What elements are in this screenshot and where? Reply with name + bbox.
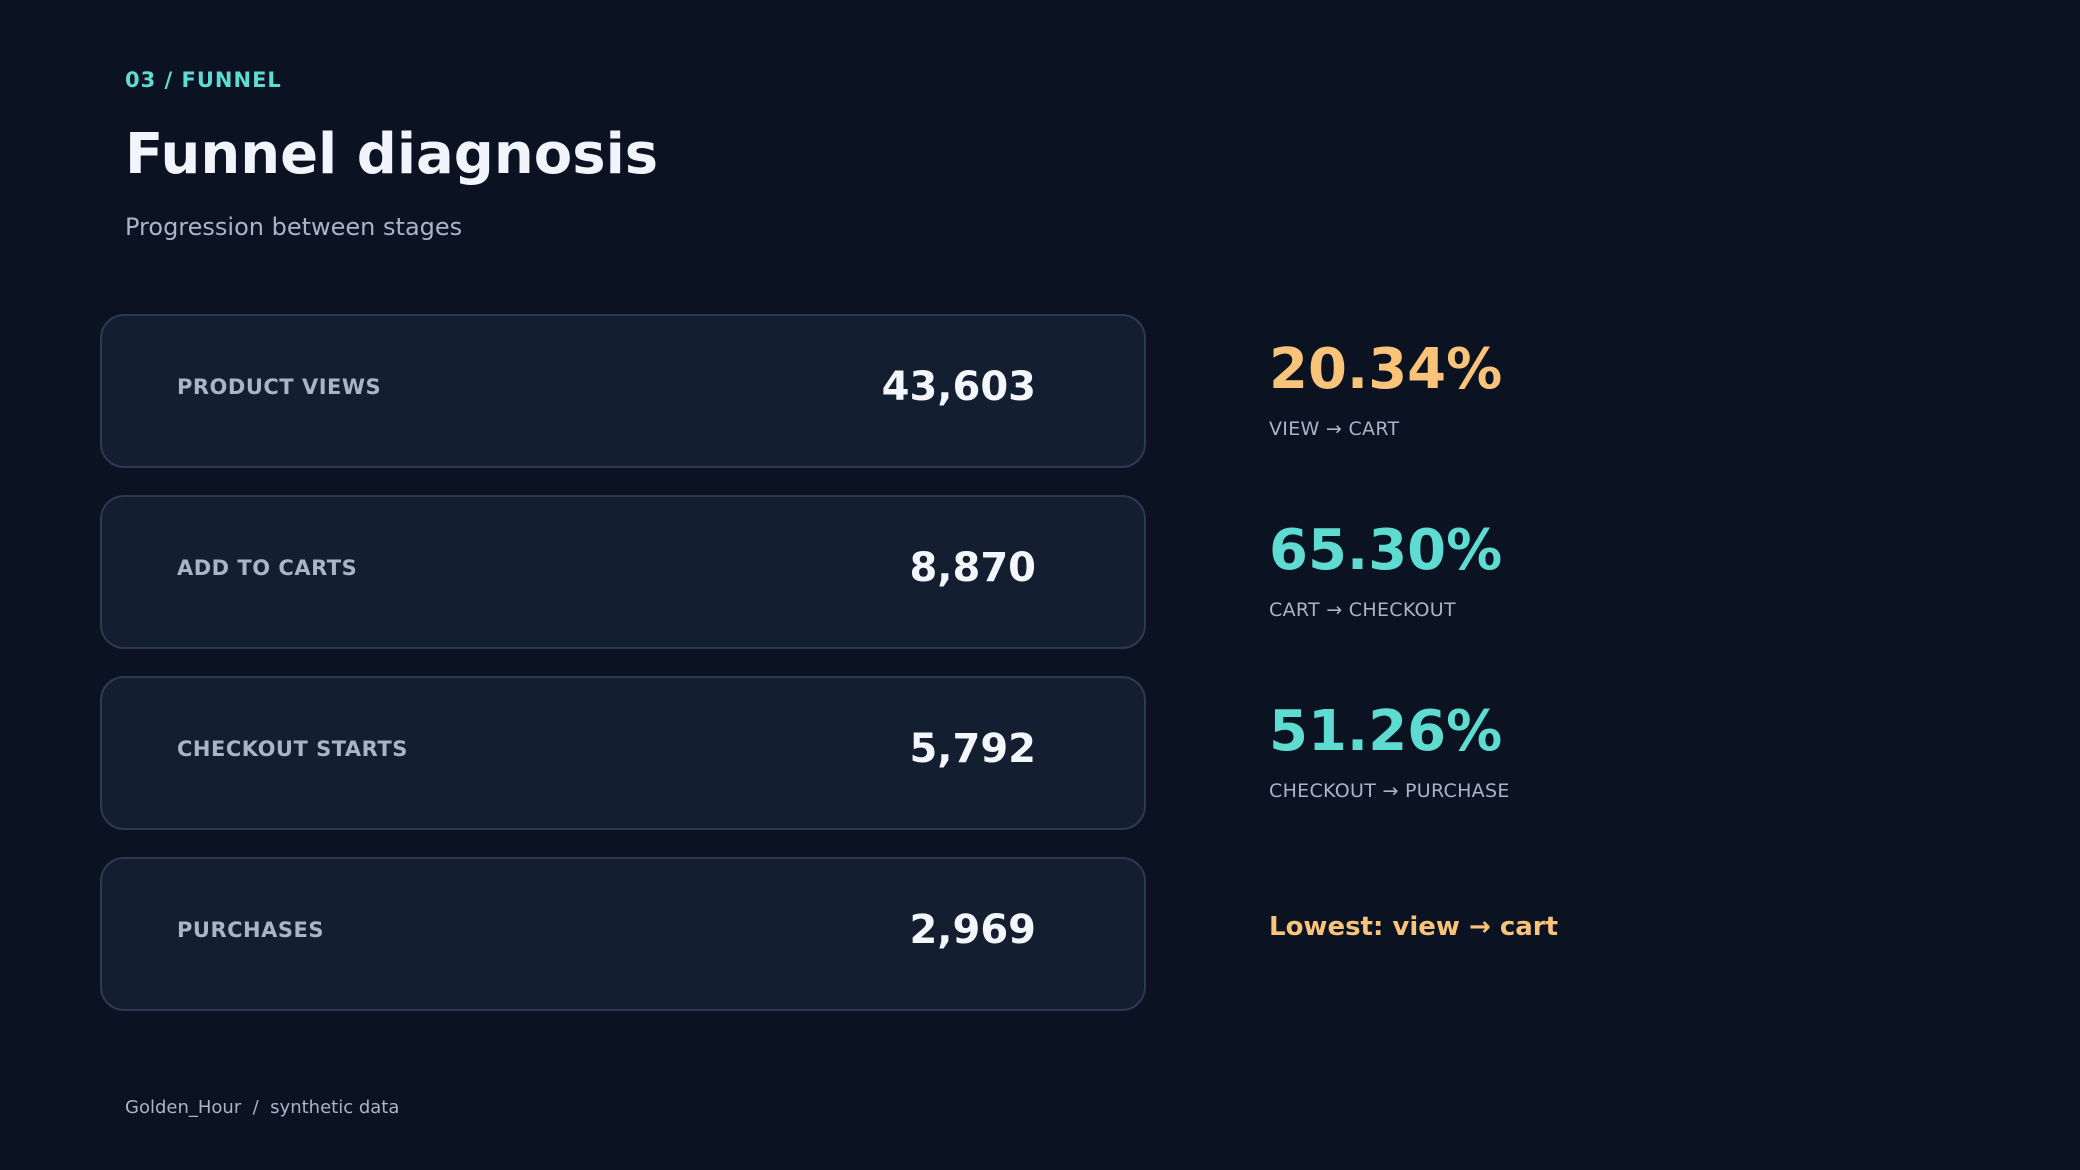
stage-value: 2,969 bbox=[909, 907, 1036, 953]
conversion-label: CART → CHECKOUT bbox=[1269, 599, 1456, 621]
conversion-metric-view-cart: 20.34% VIEW → CART bbox=[1269, 337, 1502, 441]
stage-value: 5,792 bbox=[909, 726, 1036, 772]
conversion-metric-cart-checkout: 65.30% CART → CHECKOUT bbox=[1269, 518, 1502, 622]
eyebrow-label: 03 / FUNNEL bbox=[125, 68, 282, 92]
conversion-rate: 51.26% bbox=[1269, 699, 1503, 764]
stage-card-product-views: PRODUCT VIEWS 43,603 bbox=[100, 314, 1146, 468]
stage-card-add-to-carts: ADD TO CARTS 8,870 bbox=[100, 495, 1146, 649]
stage-value: 43,603 bbox=[881, 364, 1036, 410]
conversion-metric-checkout-purchase: 51.26% CHECKOUT → PURCHASE bbox=[1269, 699, 1510, 803]
stage-value: 8,870 bbox=[909, 545, 1036, 591]
conversion-label: VIEW → CART bbox=[1269, 418, 1400, 440]
conversion-label: CHECKOUT → PURCHASE bbox=[1269, 780, 1510, 802]
stage-card-checkout-starts: CHECKOUT STARTS 5,792 bbox=[100, 676, 1146, 830]
stage-label: ADD TO CARTS bbox=[177, 556, 358, 580]
footer-credit: Golden_Hour / synthetic data bbox=[125, 1097, 400, 1118]
stage-card-purchases: PURCHASES 2,969 bbox=[100, 857, 1146, 1011]
conversion-rate: 20.34% bbox=[1269, 337, 1503, 402]
lowest-conversion-callout: Lowest: view → cart bbox=[1269, 912, 1559, 942]
stage-label: PRODUCT VIEWS bbox=[177, 375, 382, 399]
page-subtitle: Progression between stages bbox=[125, 213, 463, 241]
stage-label: PURCHASES bbox=[177, 918, 324, 942]
stage-label: CHECKOUT STARTS bbox=[177, 737, 408, 761]
conversion-rate: 65.30% bbox=[1269, 518, 1503, 583]
page-title: Funnel diagnosis bbox=[125, 122, 659, 187]
